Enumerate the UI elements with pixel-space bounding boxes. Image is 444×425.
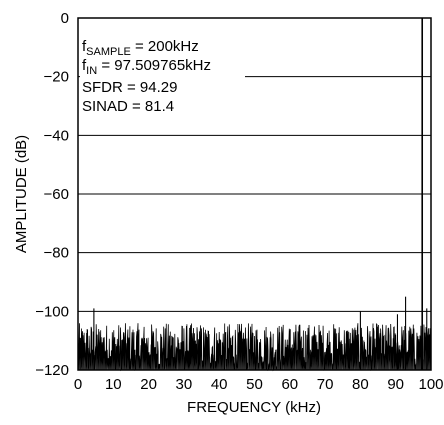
x-tick-label: 40	[211, 376, 228, 393]
y-tick-label: −40	[44, 127, 69, 144]
x-tick-label: 100	[418, 376, 443, 393]
y-axis-title: AMPLITUDE (dB)	[13, 135, 30, 253]
annotation-background	[80, 36, 245, 120]
y-tick-label: −60	[44, 186, 69, 203]
noise-floor-trace	[77, 323, 432, 372]
x-tick-label: 60	[281, 376, 298, 393]
x-tick-label: 20	[140, 376, 157, 393]
x-tick-label: 0	[74, 376, 82, 393]
x-tick-label: 70	[317, 376, 334, 393]
x-tick-label: 80	[352, 376, 369, 393]
y-tick-label: −20	[44, 69, 69, 86]
x-tick-labels: 0 10 20 30 40 50 60 70 80 90 100	[74, 376, 444, 393]
annotation-sample-rate: fSAMPLE = 200kHz	[82, 38, 199, 58]
y-tick-label: −80	[44, 245, 69, 262]
x-axis-title: FREQUENCY (kHz)	[187, 399, 321, 416]
y-tick-label: −100	[35, 303, 69, 320]
y-tick-label: −120	[35, 362, 69, 379]
annotation-sinad: SINAD = 81.4	[82, 98, 174, 115]
annotation-sfdr: SFDR = 94.29	[82, 79, 177, 96]
annotation-input-frequency: fIN = 97.509765kHz	[82, 57, 211, 77]
y-tick-label: 0	[61, 10, 69, 27]
plot-frame	[77, 17, 432, 371]
x-tick-label: 10	[105, 376, 122, 393]
x-tick-label: 30	[176, 376, 193, 393]
y-tick-labels: 0 −20 −40 −60 −80 −100 −120	[35, 10, 69, 379]
x-tick-label: 50	[246, 376, 263, 393]
x-tick-label: 90	[387, 376, 404, 393]
gridlines	[78, 76, 431, 312]
